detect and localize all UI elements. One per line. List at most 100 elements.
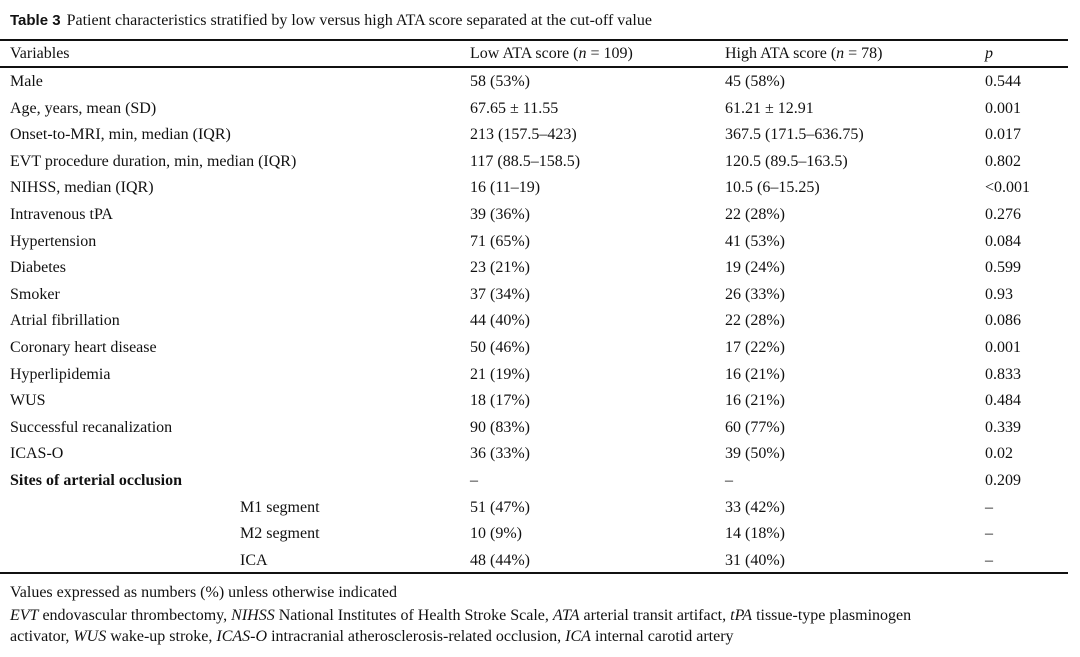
- cell-p-value: –: [985, 525, 993, 543]
- cell-p-value: 0.599: [985, 259, 1021, 277]
- header-low-prefix: Low ATA score (: [470, 45, 579, 62]
- cell-high-ata: 31 (40%): [725, 551, 785, 569]
- abbreviation: ATA: [552, 607, 580, 624]
- cell-p-value: 0.276: [985, 206, 1021, 223]
- cell-low-ata: 71 (65%): [470, 232, 530, 250]
- table-row: ICAS-O 36 (33%) 39 (50%) 0.02: [0, 444, 1068, 470]
- cell-p-value: 0.802: [985, 152, 1021, 170]
- cell-high-ata: 17 (22%): [725, 339, 785, 356]
- table-row: Age, years, mean (SD) 67.65 ± 11.55 61.21 …: [0, 99, 1068, 125]
- cell-variable: ICAS-O: [10, 445, 64, 463]
- abbreviation-definition: intracranial atherosclerosis-related occ…: [267, 628, 566, 645]
- footnote-values: Values expressed as numbers (%) unless o…: [10, 584, 397, 601]
- cell-high-ata: 14 (18%): [725, 525, 785, 543]
- table-header-row: Variables Low ATA score (n = 109) High A…: [0, 44, 1068, 70]
- abbreviation: ICA: [565, 628, 591, 645]
- header-high-suffix: = 78): [844, 45, 883, 62]
- cell-variable: Atrial fibrillation: [10, 312, 120, 330]
- cell-variable: Hypertension: [10, 232, 97, 250]
- cell-low-ata: 90 (83%): [470, 418, 530, 436]
- cell-low-ata: 36 (33%): [470, 445, 530, 463]
- header-high-prefix: High ATA score (: [725, 45, 837, 62]
- table-row: Atrial fibrillation 44 (40%) 22 (28%) 0.086: [0, 311, 1068, 337]
- cell-p-value: 0.339: [985, 418, 1021, 436]
- cell-variable: Successful recanalization: [10, 418, 173, 436]
- table-row: Sites of arterial occlusion – – 0.209: [0, 471, 1068, 497]
- cell-variable: Smoker: [10, 285, 60, 303]
- cell-variable: ICA: [240, 551, 268, 569]
- table-row: Smoker 37 (34%) 26 (33%) 0.93: [0, 285, 1068, 311]
- cell-low-ata: 21 (19%): [470, 365, 530, 383]
- table-caption: Table 3 Patient characteristics stratifie…: [10, 12, 652, 30]
- cell-p-value: 0.017: [985, 126, 1021, 144]
- table-row: Hypertension 71 (65%) 41 (53%) 0.084: [0, 232, 1068, 258]
- cell-variable: Sites of arterial occlusion: [10, 472, 182, 489]
- cell-high-ata: 19 (24%): [725, 259, 785, 277]
- header-high-ata: High ATA score (n = 78): [725, 44, 883, 64]
- cell-low-ata: 50 (46%): [470, 339, 530, 356]
- cell-p-value: –: [985, 551, 993, 569]
- table-row: WUS 18 (17%) 16 (21%) 0.484: [0, 391, 1068, 417]
- table-row: Successful recanalization 90 (83%) 60 (77%…: [0, 418, 1068, 444]
- abbreviation-definition: tissue-type plasminogen: [752, 607, 912, 624]
- table-row: NIHSS, median (IQR) 16 (11–19) 10.5 (6–15.…: [0, 178, 1068, 204]
- cell-high-ata: 45 (58%): [725, 73, 785, 90]
- cell-variable: M1 segment: [240, 498, 320, 516]
- table-label: Table 3: [10, 12, 61, 29]
- cell-high-ata: 26 (33%): [725, 285, 785, 303]
- cell-p-value: 0.001: [985, 339, 1021, 356]
- cell-low-ata: 213 (157.5–423): [470, 126, 577, 144]
- abbreviation-definition: arterial transit artifact,: [579, 607, 731, 624]
- cell-p-value: <0.001: [985, 179, 1031, 197]
- footnote-abbreviations-line1: EVT endovascular thrombectomy, NIHSS Nat…: [10, 607, 911, 625]
- cell-high-ata: 60 (77%): [725, 418, 785, 436]
- table-row: EVT procedure duration, min, median (IQR…: [0, 152, 1068, 178]
- cell-high-ata: 22 (28%): [725, 206, 785, 223]
- cell-high-ata: 16 (21%): [725, 365, 785, 383]
- table-row: ICA 48 (44%) 31 (40%) –: [0, 551, 1068, 577]
- abbreviation: WUS: [73, 628, 107, 645]
- cell-high-ata: 367.5 (171.5–636.75): [725, 126, 864, 144]
- cell-variable: Onset-to-MRI, min, median (IQR): [10, 126, 231, 144]
- cell-variable: WUS: [10, 392, 46, 410]
- cell-variable: M2 segment: [240, 525, 320, 543]
- cell-p-value: 0.001: [985, 99, 1021, 117]
- cell-low-ata: 44 (40%): [470, 312, 530, 330]
- cell-variable: Male: [10, 73, 43, 90]
- cell-low-ata: 10 (9%): [470, 525, 522, 543]
- cell-p-value: 0.209: [985, 472, 1021, 489]
- cell-high-ata: 22 (28%): [725, 312, 785, 330]
- cell-high-ata: 120.5 (89.5–163.5): [725, 152, 848, 170]
- table-row: Male 58 (53%) 45 (58%) 0.544: [0, 72, 1068, 98]
- cell-low-ata: 51 (47%): [470, 498, 530, 516]
- cell-high-ata: 61.21 ± 12.91: [725, 99, 814, 117]
- cell-variable: Age, years, mean (SD): [10, 99, 157, 117]
- abbreviation: EVT: [10, 607, 39, 624]
- cell-p-value: 0.02: [985, 445, 1013, 463]
- table-row: Coronary heart disease 50 (46%) 17 (22%) 0.…: [0, 338, 1068, 364]
- header-rule: [0, 66, 1068, 68]
- table-row: M2 segment 10 (9%) 14 (18%) –: [0, 524, 1068, 550]
- cell-variable: Diabetes: [10, 259, 66, 277]
- cell-p-value: 0.484: [985, 392, 1021, 410]
- cell-p-value: 0.93: [985, 285, 1013, 303]
- cell-low-ata: 117 (88.5–158.5): [470, 152, 581, 170]
- cell-low-ata: 67.65 ± 11.55: [470, 99, 559, 117]
- header-low-ata: Low ATA score (n = 109): [470, 44, 633, 64]
- header-p: p: [985, 44, 993, 64]
- table-row: M1 segment 51 (47%) 33 (42%) –: [0, 498, 1068, 524]
- bottom-rule: [0, 572, 1068, 574]
- cell-high-ata: 33 (42%): [725, 498, 785, 516]
- top-rule: [0, 39, 1068, 41]
- abbreviation: NIHSS: [231, 607, 275, 624]
- table-title: Patient characteristics stratified by lo…: [66, 12, 652, 29]
- cell-variable: Coronary heart disease: [10, 339, 157, 356]
- abbreviation-definition: National Institutes of Health Stroke Sca…: [274, 607, 553, 624]
- cell-low-ata: 18 (17%): [470, 392, 530, 410]
- cell-high-ata: 16 (21%): [725, 392, 785, 410]
- footnote-abbreviations-line2: activator, WUS wake-up stroke, ICAS-O in…: [10, 628, 734, 646]
- cell-high-ata: 10.5 (6–15.25): [725, 179, 820, 197]
- cell-low-ata: 39 (36%): [470, 206, 530, 223]
- cell-low-ata: –: [470, 472, 478, 489]
- abbreviation: tPA: [730, 607, 753, 624]
